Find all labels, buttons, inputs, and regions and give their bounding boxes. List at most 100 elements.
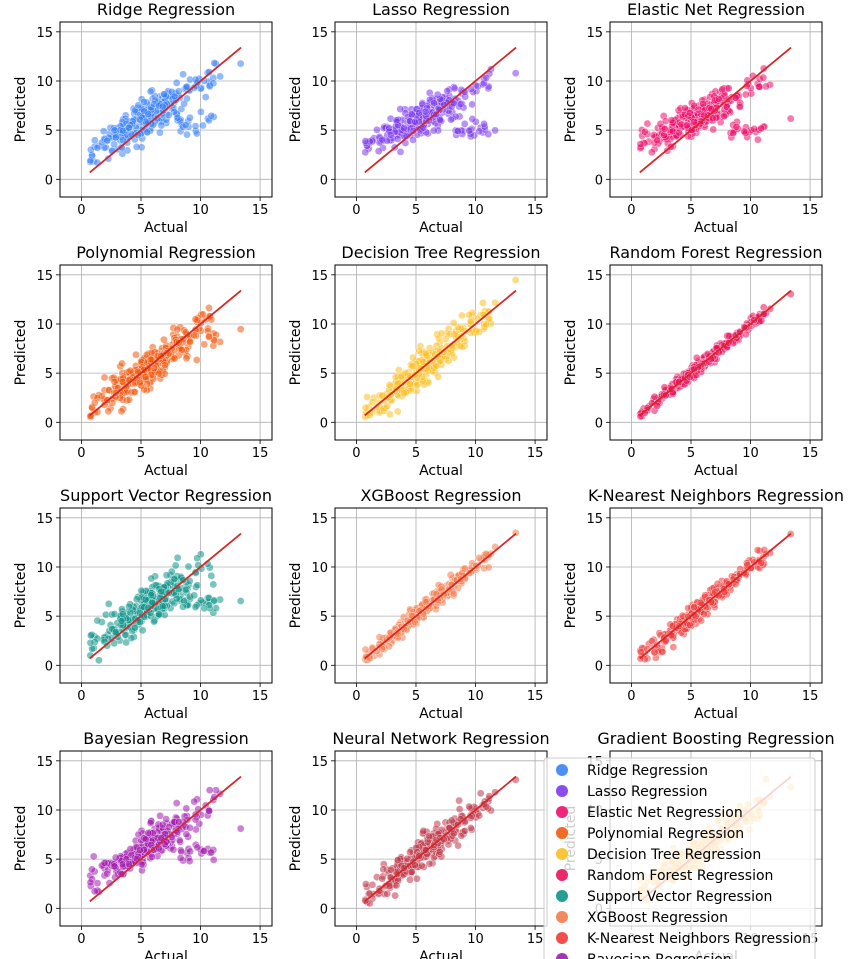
axes-frame	[59, 507, 273, 684]
data-point	[207, 111, 216, 120]
data-point	[141, 373, 150, 381]
x-tick-label: 10	[742, 203, 759, 218]
data-point	[118, 610, 127, 618]
data-point	[445, 330, 454, 339]
data-point	[180, 99, 188, 108]
data-point	[460, 120, 469, 128]
y-tick-label: 0	[320, 902, 328, 917]
data-point	[407, 110, 416, 119]
data-point	[415, 346, 424, 355]
x-tick-label: 0	[627, 689, 635, 704]
data-point	[136, 618, 144, 626]
data-point	[125, 860, 133, 868]
y-tick-label: 15	[586, 26, 603, 41]
data-point	[378, 135, 387, 144]
axes-frame	[59, 21, 273, 198]
x-axis-label: Actual	[694, 463, 738, 479]
data-point	[138, 626, 147, 635]
data-point	[236, 824, 245, 833]
y-tick-label: 5	[45, 124, 53, 139]
data-point	[386, 865, 395, 874]
data-point	[144, 110, 153, 118]
axes-frame	[334, 507, 548, 684]
x-tick-label: 15	[252, 203, 269, 218]
data-point	[484, 130, 493, 139]
data-point	[158, 602, 167, 611]
data-point	[753, 546, 762, 554]
data-point	[111, 853, 120, 862]
data-point	[434, 372, 443, 381]
data-point	[186, 823, 194, 832]
data-point	[446, 571, 455, 579]
data-point	[484, 563, 493, 572]
data-point	[690, 117, 698, 126]
data-point	[95, 656, 103, 665]
data-point	[172, 799, 181, 807]
data-point	[411, 861, 419, 869]
data-point	[173, 553, 182, 562]
x-tick-label: 5	[412, 446, 420, 461]
data-point	[400, 389, 408, 398]
data-point	[653, 402, 662, 410]
data-point	[205, 304, 213, 312]
data-point	[210, 596, 219, 605]
data-point	[118, 359, 126, 368]
data-point	[209, 580, 218, 589]
data-point	[432, 361, 441, 370]
data-point	[126, 366, 135, 375]
data-point	[692, 353, 701, 362]
data-point	[375, 633, 384, 641]
y-tick-label: 10	[311, 75, 328, 90]
data-point	[90, 887, 99, 896]
y-tick-label: 5	[45, 610, 53, 625]
x-tick-label: 15	[802, 446, 819, 461]
x-tick-label: 0	[352, 203, 360, 218]
y-tick-label: 0	[595, 416, 603, 431]
y-axis-label: Predicted	[288, 806, 304, 872]
data-point	[412, 381, 421, 390]
panel-title: Polynomial Regression	[76, 243, 256, 262]
data-point	[182, 804, 191, 813]
data-point	[435, 847, 444, 856]
data-point	[718, 85, 727, 94]
data-point	[724, 84, 733, 93]
x-tick-label: 0	[77, 932, 85, 947]
data-point	[201, 93, 210, 101]
y-tick-label: 15	[311, 755, 328, 770]
x-axis-label: Actual	[694, 706, 738, 722]
data-point	[757, 559, 766, 567]
data-point	[393, 856, 402, 865]
panel-1: 0 0 5 5 10 10 15 15 Ridge Regression Actual Predic…	[13, 0, 273, 236]
y-tick-label: 15	[36, 755, 53, 770]
legend-entry: Support Vector Regression	[587, 889, 772, 905]
x-axis-label: Actual	[144, 949, 188, 959]
data-point	[170, 92, 179, 101]
data-point	[650, 648, 659, 657]
data-point	[658, 647, 667, 656]
y-axis-label: Predicted	[563, 77, 579, 143]
data-point	[669, 643, 678, 651]
data-point	[461, 337, 469, 346]
data-point	[193, 843, 202, 852]
data-point	[144, 829, 153, 837]
data-point	[475, 127, 484, 136]
y-axis-label: Predicted	[563, 563, 579, 629]
panel-title: Elastic Net Regression	[627, 0, 805, 19]
data-point	[125, 602, 133, 611]
data-point	[476, 789, 485, 798]
legend-marker	[556, 785, 568, 797]
data-point	[386, 410, 394, 419]
data-point	[186, 338, 194, 346]
data-point	[378, 645, 387, 653]
data-point	[200, 340, 209, 349]
data-point	[216, 72, 224, 81]
data-point	[210, 59, 219, 67]
data-point	[421, 597, 430, 606]
data-point	[482, 320, 491, 329]
data-point	[143, 128, 152, 137]
panel-title: Neural Network Regression	[332, 729, 549, 748]
y-tick-label: 5	[595, 610, 603, 625]
data-point	[110, 126, 119, 135]
data-point	[177, 847, 186, 856]
